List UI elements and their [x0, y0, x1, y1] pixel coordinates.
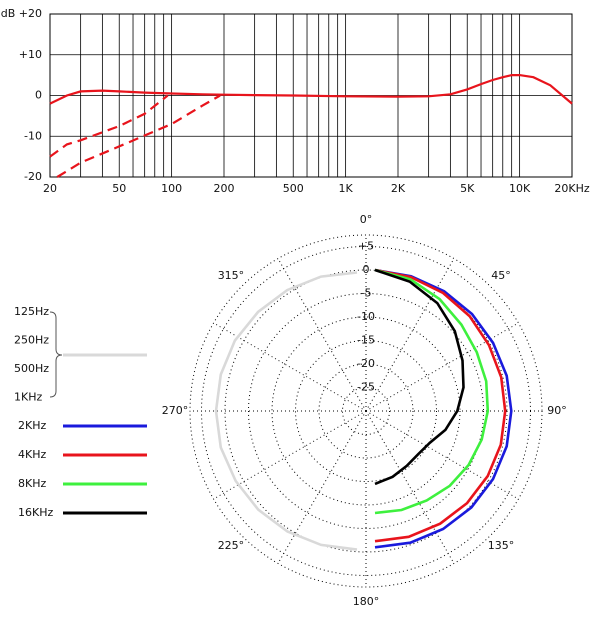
polar-curve	[374, 268, 490, 515]
legend-label: 4KHz	[18, 448, 46, 461]
response-curve	[56, 94, 221, 178]
polar-curve	[214, 271, 358, 551]
x-tick-label: 10K	[509, 182, 531, 195]
angle-label: 315°	[218, 269, 245, 282]
spoke	[365, 258, 455, 412]
angle-label: 270°	[162, 404, 189, 417]
legend-label: 1KHz	[14, 391, 42, 404]
x-tick-label: 20	[43, 182, 57, 195]
y-tick-label: 0	[35, 89, 42, 102]
y-tick-label: dB +20	[1, 7, 42, 20]
y-tick-label: -20	[24, 170, 42, 183]
spoke	[365, 410, 519, 500]
angle-label: 90°	[547, 404, 567, 417]
y-tick-label: -10	[24, 129, 42, 142]
x-tick-label: 20KHz	[554, 182, 589, 195]
grid-ring	[224, 269, 508, 553]
spoke	[277, 410, 367, 564]
legend-label: 16KHz	[18, 506, 53, 519]
spoke	[365, 410, 455, 564]
grid-ring	[295, 340, 437, 482]
y-tick-label: +10	[19, 48, 42, 61]
legend-label: 8KHz	[18, 477, 46, 490]
spoke	[213, 322, 367, 412]
grid-ring	[318, 363, 414, 459]
angle-label: 135°	[488, 539, 515, 552]
r-tick-label: 0	[363, 263, 370, 276]
legend-label: 125Hz	[14, 305, 49, 318]
x-tick-label: 100	[161, 182, 182, 195]
spoke	[365, 322, 519, 412]
r-tick-label: +5	[358, 240, 374, 253]
polar-curve	[374, 268, 465, 486]
r-tick-label: -5	[361, 287, 372, 300]
angle-label: 180°	[353, 595, 380, 608]
r-tick-label: -15	[357, 334, 375, 347]
response-curve	[49, 74, 573, 105]
x-tick-label: 5K	[460, 182, 475, 195]
angle-label: 0°	[360, 213, 373, 226]
legend-label: 500Hz	[14, 362, 49, 375]
legend-label: 250Hz	[14, 334, 49, 347]
polar-curve	[374, 268, 513, 549]
polar-curve	[374, 268, 507, 543]
spoke	[213, 410, 367, 500]
angle-label: 45°	[491, 269, 511, 282]
response-curve	[49, 94, 169, 158]
spoke	[277, 258, 367, 412]
grid-ring	[342, 387, 390, 435]
grid-ring	[271, 316, 461, 506]
r-tick-label: -25	[357, 381, 375, 394]
polar-frame	[189, 234, 543, 588]
grid-ring	[201, 246, 531, 576]
legend-brace	[49, 311, 63, 398]
x-tick-label: 500	[283, 182, 304, 195]
x-tick-label: 200	[214, 182, 235, 195]
r-tick-label: -20	[357, 357, 375, 370]
grid-ring	[248, 293, 484, 529]
legend-label: 2KHz	[18, 419, 46, 432]
x-tick-label: 50	[112, 182, 126, 195]
x-tick-label: 1K	[339, 182, 354, 195]
angle-label: 225°	[218, 539, 245, 552]
r-tick-label: -10	[357, 310, 375, 323]
x-tick-label: 2K	[391, 182, 406, 195]
